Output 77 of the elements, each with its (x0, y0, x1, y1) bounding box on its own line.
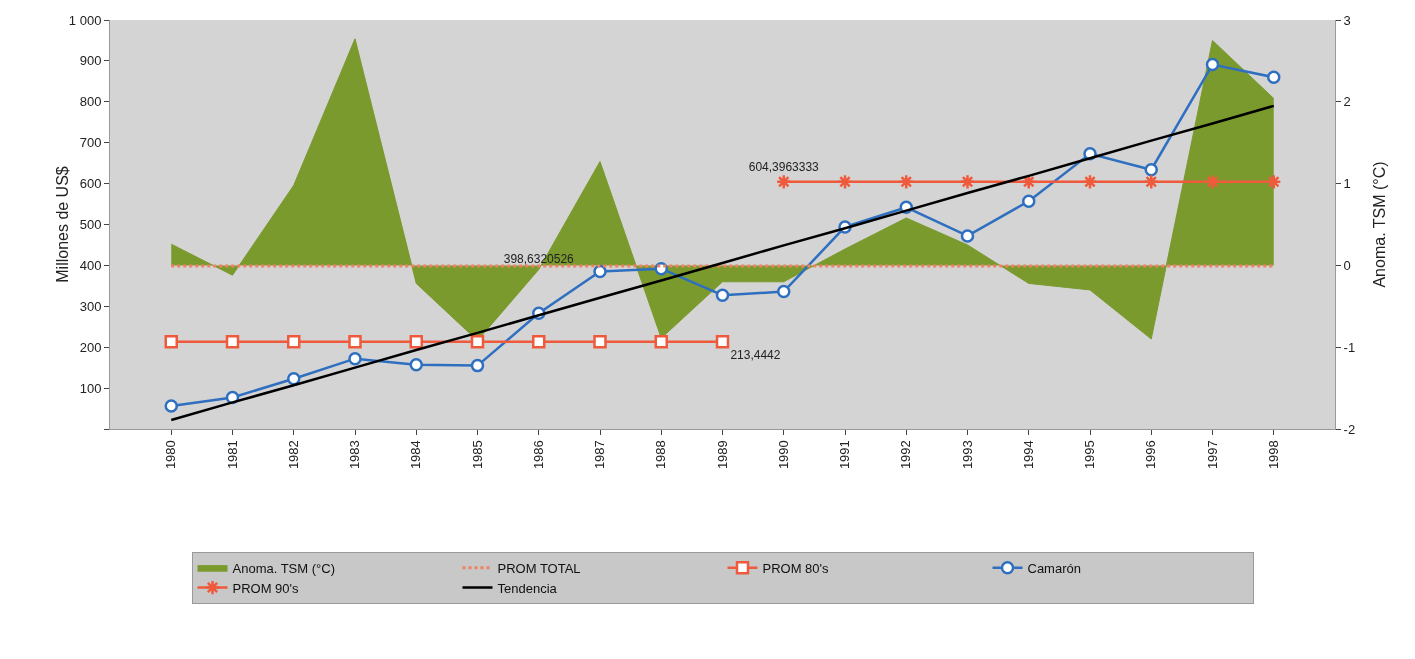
x-tick-label: 1981 (224, 440, 240, 470)
point (1265, 173, 1282, 190)
point (654, 334, 668, 349)
point (470, 358, 485, 373)
y2-tick-label: 3 (1343, 12, 1351, 28)
point (1205, 57, 1220, 72)
x-tick-label: 1986 (530, 440, 546, 470)
x-tick-label: 1991 (837, 440, 853, 470)
x-tick-label: 1998 (1265, 440, 1281, 470)
legend-label: Anoma. TSM (°C) (232, 560, 335, 576)
y-tick-label: 200 (79, 339, 102, 355)
data-label: 213,4442 (730, 347, 781, 362)
y2-tick-label: 1 (1343, 176, 1351, 192)
x-tick-label: 1997 (1204, 440, 1220, 470)
data-label: 604,3963333 (748, 159, 820, 174)
point (348, 351, 362, 366)
line-series (170, 104, 1275, 422)
point (1082, 173, 1098, 190)
x-tick-label: 1994 (1020, 440, 1036, 470)
point (409, 334, 423, 349)
point (593, 264, 607, 279)
point (898, 173, 915, 190)
point (715, 334, 730, 349)
point (959, 173, 976, 190)
point (225, 334, 240, 349)
x-tick-label: 1982 (285, 440, 301, 470)
x-tick-label: 1989 (714, 440, 730, 470)
x-tick-label: 1983 (347, 440, 363, 470)
y-tick-label: 900 (79, 53, 102, 69)
point (1204, 173, 1221, 190)
y-tick-label: 500 (79, 217, 102, 233)
point (777, 284, 791, 299)
point (164, 334, 178, 349)
point (715, 288, 730, 303)
legend-label: PROM 90's (232, 580, 300, 596)
point (287, 371, 301, 386)
y-tick-label: 800 (79, 94, 102, 110)
x-tick-label: 1996 (1143, 440, 1159, 470)
point (532, 334, 546, 349)
x-tick-label: 1985 (469, 440, 485, 470)
x-tick-label: 1993 (959, 440, 975, 470)
y-tick-label: 600 (79, 176, 102, 192)
point (348, 334, 362, 349)
x-tick-label: 1990 (775, 440, 791, 470)
y-tick-label: 700 (79, 135, 102, 151)
y2-tick-label: -1 (1343, 339, 1356, 355)
x-tick-label: 1987 (592, 440, 608, 470)
point (1267, 70, 1281, 85)
y-tick-label: 400 (79, 257, 102, 273)
point (164, 399, 178, 413)
x-tick-label: 1988 (653, 440, 669, 470)
y2-tick-label: -2 (1343, 421, 1356, 437)
y2-tick-label: 2 (1343, 94, 1351, 110)
x-tick-label: 1980 (163, 440, 179, 470)
legend-label: Tendencia (497, 580, 558, 596)
y-tick-label: 100 (79, 380, 102, 396)
y2-axis-title: Anoma. TSM (°C) (1371, 161, 1388, 288)
point (1143, 173, 1160, 190)
point (960, 229, 975, 243)
point (837, 173, 853, 190)
y2-tick-label: 0 (1343, 257, 1351, 273)
point (409, 358, 423, 372)
x-tick-label: 1984 (408, 440, 424, 470)
legend-label: Camarón (1027, 560, 1081, 576)
point (775, 173, 792, 190)
y-tick-label: 300 (79, 298, 102, 314)
point (1144, 162, 1158, 177)
legend-label: PROM TOTAL (497, 560, 581, 576)
point (1022, 194, 1036, 208)
point (470, 334, 485, 349)
y-axis-title: Millones de US$ (54, 166, 71, 283)
point (287, 334, 301, 349)
x-tick-label: 1992 (898, 440, 914, 470)
point (593, 334, 607, 349)
x-tick-label: 1995 (1082, 440, 1098, 470)
legend-label: PROM 80's (762, 560, 830, 576)
y-tick-label: 1 000 (68, 12, 102, 28)
